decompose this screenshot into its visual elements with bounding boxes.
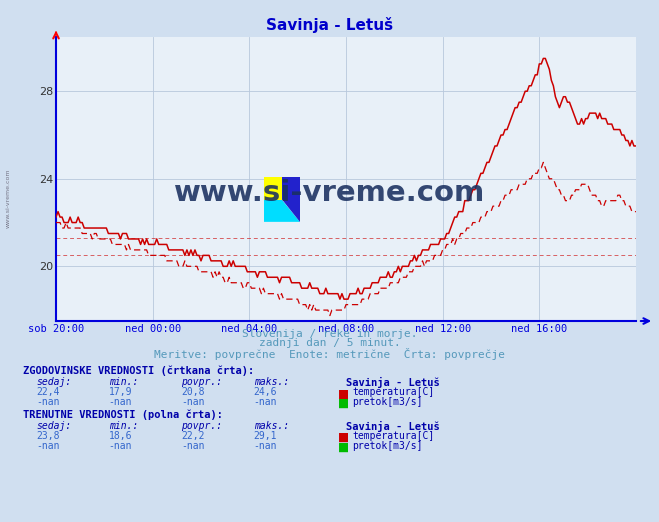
Text: TRENUTNE VREDNOSTI (polna črta):: TRENUTNE VREDNOSTI (polna črta): <box>23 409 223 420</box>
Text: sedaj:: sedaj: <box>36 377 71 387</box>
Text: ■: ■ <box>338 441 349 454</box>
Text: -nan: -nan <box>254 441 277 450</box>
Text: 20,8: 20,8 <box>181 387 205 397</box>
Text: www.si-vreme.com: www.si-vreme.com <box>6 169 11 228</box>
Text: -nan: -nan <box>36 397 60 407</box>
Text: -nan: -nan <box>109 397 132 407</box>
Text: 22,4: 22,4 <box>36 387 60 397</box>
Text: pretok[m3/s]: pretok[m3/s] <box>353 441 423 450</box>
Text: 17,9: 17,9 <box>109 387 132 397</box>
Text: -nan: -nan <box>181 397 205 407</box>
Text: temperatura[C]: temperatura[C] <box>353 387 435 397</box>
Text: Slovenija / reke in morje.: Slovenija / reke in morje. <box>242 329 417 339</box>
Text: povpr.:: povpr.: <box>181 377 222 387</box>
Text: 29,1: 29,1 <box>254 431 277 441</box>
Text: sedaj:: sedaj: <box>36 421 71 431</box>
Text: 18,6: 18,6 <box>109 431 132 441</box>
Polygon shape <box>264 177 300 222</box>
Text: pretok[m3/s]: pretok[m3/s] <box>353 397 423 407</box>
Text: zadnji dan / 5 minut.: zadnji dan / 5 minut. <box>258 338 401 348</box>
Text: maks.:: maks.: <box>254 421 289 431</box>
Text: ■: ■ <box>338 397 349 410</box>
Text: Savinja - Letuš: Savinja - Letuš <box>346 377 440 388</box>
Text: povpr.:: povpr.: <box>181 421 222 431</box>
Text: ZGODOVINSKE VREDNOSTI (črtkana črta):: ZGODOVINSKE VREDNOSTI (črtkana črta): <box>23 365 254 376</box>
Text: Savinja - Letuš: Savinja - Letuš <box>266 17 393 33</box>
Polygon shape <box>264 177 282 200</box>
Text: -nan: -nan <box>36 441 60 450</box>
Text: -nan: -nan <box>109 441 132 450</box>
Text: 22,2: 22,2 <box>181 431 205 441</box>
Polygon shape <box>264 177 282 200</box>
Text: ■: ■ <box>338 387 349 400</box>
Text: -nan: -nan <box>254 397 277 407</box>
Text: Savinja - Letuš: Savinja - Letuš <box>346 421 440 432</box>
Text: Meritve: povprečne  Enote: metrične  Črta: povprečje: Meritve: povprečne Enote: metrične Črta:… <box>154 348 505 360</box>
Text: ■: ■ <box>338 431 349 444</box>
Polygon shape <box>264 177 300 222</box>
Text: 23,8: 23,8 <box>36 431 60 441</box>
Text: -nan: -nan <box>181 441 205 450</box>
Text: temperatura[C]: temperatura[C] <box>353 431 435 441</box>
Text: maks.:: maks.: <box>254 377 289 387</box>
Text: min.:: min.: <box>109 377 138 387</box>
Text: min.:: min.: <box>109 421 138 431</box>
Text: 24,6: 24,6 <box>254 387 277 397</box>
Text: www.si-vreme.com: www.si-vreme.com <box>174 179 485 207</box>
